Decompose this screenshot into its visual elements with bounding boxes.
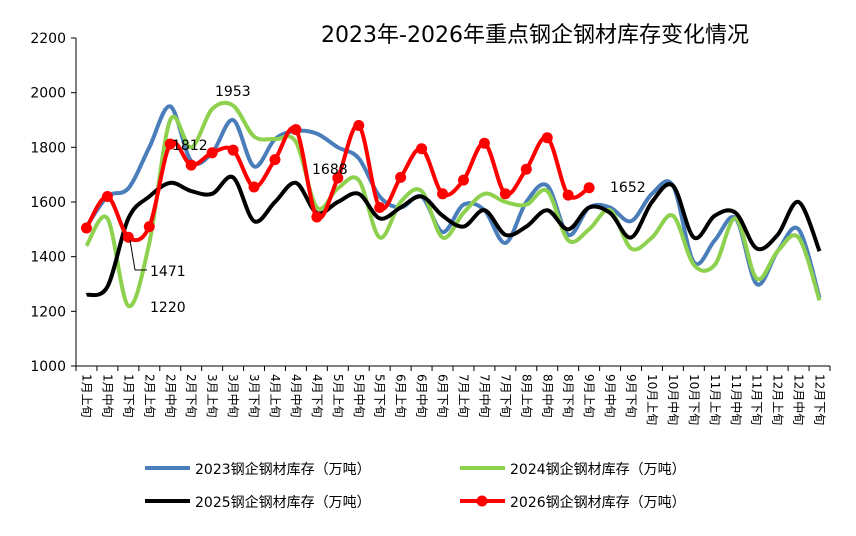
x-tick-label: 7月中旬	[477, 374, 492, 418]
x-tick-label: 8月上旬	[519, 374, 533, 418]
legend-label: 2023钢企钢材库存（万吨）	[195, 461, 371, 478]
x-tick-label: 11月上旬	[708, 374, 722, 425]
line-series	[85, 174, 822, 298]
data-label: 1471	[150, 264, 186, 280]
marker	[520, 163, 532, 175]
data-label: 1688	[312, 162, 348, 178]
marker	[583, 182, 595, 194]
x-tick-label: 5月下旬	[373, 374, 387, 418]
data-label: 1220	[150, 300, 186, 316]
x-tick-label: 3月中旬	[226, 374, 241, 418]
data-label: 1812	[172, 138, 208, 154]
x-tick-label: 9月上旬	[582, 374, 596, 418]
x-tick-label: 2月下旬	[184, 374, 198, 418]
x-tick-label: 3月上旬	[205, 374, 219, 418]
marker	[457, 174, 469, 186]
marker	[541, 132, 553, 144]
x-tick-label: 1月中旬	[100, 374, 115, 418]
x-tick-label: 10月上旬	[645, 374, 659, 425]
x-tick-label: 12月上旬	[771, 374, 785, 425]
data-label: 1953	[215, 84, 251, 100]
y-tick-label: 1200	[30, 304, 66, 320]
x-tick-label: 1月上旬	[79, 374, 93, 418]
marker	[437, 188, 449, 200]
x-tick-label: 6月下旬	[436, 374, 450, 418]
legend-label: 2024钢企钢材库存（万吨）	[510, 461, 686, 478]
legend-label: 2026钢企钢材库存（万吨）	[510, 494, 686, 511]
marker	[206, 147, 218, 159]
x-tick-label: 4月中旬	[289, 374, 304, 418]
marker	[499, 188, 511, 200]
x-tick-label: 12月下旬	[813, 374, 827, 425]
data-label: 1652	[610, 180, 646, 196]
legend-marker	[476, 495, 488, 507]
marker	[101, 191, 113, 203]
x-tick-label: 7月下旬	[498, 374, 512, 418]
marker	[311, 211, 323, 223]
marker	[143, 221, 155, 233]
marker	[269, 154, 281, 166]
x-tick-label: 9月下旬	[624, 374, 638, 418]
marker	[478, 137, 490, 149]
x-tick-label: 10月中旬	[666, 374, 681, 425]
x-tick-label: 12月中旬	[792, 374, 807, 425]
x-tick-label: 11月下旬	[750, 374, 764, 425]
y-tick-label: 2000	[30, 86, 66, 102]
y-tick-label: 1600	[30, 195, 66, 211]
marker	[395, 171, 407, 183]
x-tick-label: 8月下旬	[561, 374, 575, 418]
x-tick-label: 2月上旬	[142, 374, 156, 418]
marker	[416, 143, 428, 155]
marker	[562, 189, 574, 201]
x-tick-label: 5月中旬	[352, 374, 367, 418]
y-tick-label: 2200	[30, 31, 66, 47]
leader	[129, 239, 136, 271]
x-tick-label: 6月中旬	[415, 374, 430, 418]
marker	[185, 159, 197, 171]
x-tick-label: 9月中旬	[603, 374, 618, 418]
chart-title: 2023年-2026年重点钢企钢材库存变化情况	[321, 23, 749, 48]
y-tick-label: 1800	[30, 140, 66, 156]
x-tick-label: 3月下旬	[247, 374, 261, 418]
marker	[290, 124, 302, 136]
x-tick-label: 7月上旬	[456, 374, 470, 418]
line-series	[84, 100, 822, 308]
x-tick-label: 1月下旬	[121, 374, 135, 418]
x-tick-label: 6月上旬	[394, 374, 408, 418]
x-tick-label: 10月下旬	[687, 374, 701, 425]
x-tick-label: 2月中旬	[163, 374, 178, 418]
marker	[353, 119, 365, 131]
legend-label: 2025钢企钢材库存（万吨）	[195, 494, 371, 511]
x-tick-label: 11月中旬	[729, 374, 744, 425]
marker	[248, 181, 260, 193]
x-tick-label: 4月下旬	[310, 374, 324, 418]
x-tick-label: 4月上旬	[268, 374, 282, 418]
y-tick-label: 1000	[30, 359, 66, 375]
y-tick-label: 1400	[30, 250, 66, 266]
marker	[227, 144, 239, 156]
marker	[374, 201, 386, 213]
x-tick-label: 8月中旬	[540, 374, 555, 418]
marker	[332, 172, 344, 184]
x-tick-label: 5月上旬	[331, 374, 345, 418]
marker	[80, 222, 92, 234]
marker	[164, 138, 176, 150]
marker	[122, 231, 134, 243]
